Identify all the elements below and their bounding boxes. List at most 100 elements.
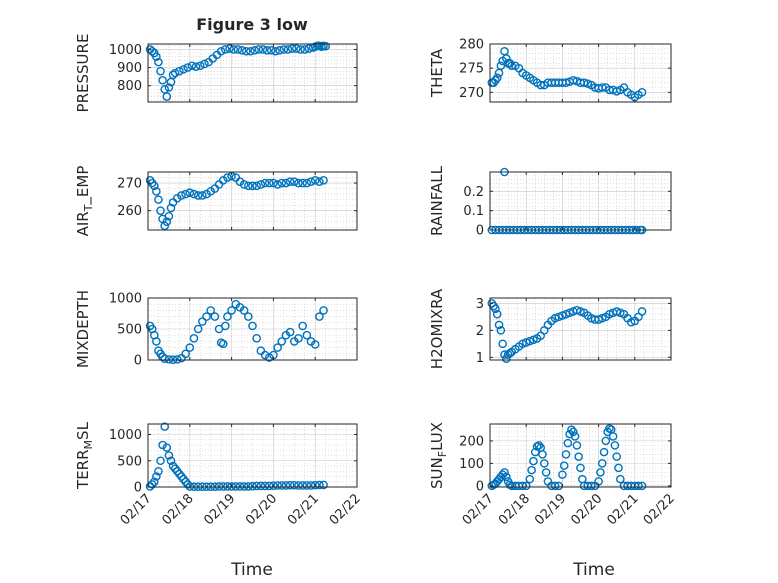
data-point	[302, 330, 312, 340]
data-point	[315, 480, 324, 490]
y-tick-label: 2	[476, 324, 484, 339]
x-tick-label: 02/17	[460, 491, 497, 528]
data-point	[218, 482, 228, 491]
y-axis-label: TERRMSL	[74, 421, 95, 490]
data-point	[264, 481, 274, 491]
data-point	[269, 178, 278, 188]
data-point	[298, 321, 307, 331]
data-point	[612, 452, 622, 461]
data-point	[498, 339, 507, 349]
data-point	[298, 178, 307, 188]
y-tick-label: 260	[117, 204, 142, 219]
data-point	[302, 178, 312, 188]
data-point	[241, 46, 251, 56]
data-point	[306, 481, 316, 490]
data-point	[225, 44, 234, 53]
y-axis-label: PRESSURE	[74, 34, 92, 113]
y-tick-label: 275	[459, 62, 484, 77]
data-point	[237, 46, 247, 55]
data-point	[244, 181, 253, 191]
axes-box	[489, 171, 672, 231]
data-point	[177, 472, 186, 481]
data-point	[315, 177, 324, 186]
data-point	[252, 333, 261, 343]
data-point	[319, 175, 328, 185]
x-tick-label: 02/21	[285, 491, 322, 528]
y-axis-label: RAINFALL	[428, 165, 446, 236]
data-point	[260, 350, 270, 360]
data-point	[264, 178, 274, 188]
data-point	[597, 459, 607, 468]
x-tick-label: 02/18	[496, 491, 533, 528]
data-point	[567, 425, 576, 434]
data-point	[181, 349, 190, 359]
data-point	[218, 339, 228, 349]
data-point	[181, 477, 190, 487]
subplot-1: 800 900 1000 PRESSURE	[74, 34, 358, 113]
data-point	[507, 61, 517, 71]
subplot-6: 1 2 3 H2OMIXRA	[428, 288, 672, 369]
data-point	[319, 306, 328, 315]
data-point	[568, 427, 578, 437]
data-point	[256, 180, 266, 189]
data-point	[262, 46, 272, 55]
data-point	[152, 337, 161, 346]
y-tick-label: 1000	[109, 43, 142, 58]
data-point	[233, 45, 243, 54]
data-point	[152, 52, 161, 61]
data-point	[637, 481, 647, 491]
data-point	[500, 46, 509, 56]
data-point	[505, 59, 515, 68]
y-tick-label: 0	[134, 481, 142, 496]
data-point	[505, 348, 515, 358]
data-point	[310, 340, 320, 349]
data-point	[559, 461, 569, 470]
data-point	[200, 59, 209, 69]
data-point	[160, 221, 170, 231]
axes-box	[147, 423, 358, 488]
data-point	[292, 44, 301, 53]
data-point	[300, 45, 310, 54]
data-point	[181, 189, 190, 199]
data-point	[227, 306, 236, 315]
data-point	[195, 61, 205, 71]
y-tick-label: 200	[459, 434, 484, 449]
y-tick-label: 1	[476, 351, 484, 366]
subplot-3: 260 270 AIRT_EMP	[74, 166, 358, 236]
data-point	[500, 350, 509, 359]
data-point	[166, 203, 176, 213]
data-point	[154, 57, 163, 67]
data-point	[156, 456, 165, 466]
data-point	[302, 481, 312, 490]
data-point	[246, 46, 255, 56]
data-point	[248, 181, 257, 191]
data-point	[273, 343, 282, 352]
data-point	[168, 461, 178, 471]
data-point	[558, 470, 567, 479]
data-point	[214, 482, 224, 491]
data-point	[550, 481, 560, 491]
data-point	[576, 463, 585, 473]
x-tick-label: 02/19	[532, 491, 569, 528]
data-point	[235, 482, 245, 491]
data-point	[294, 481, 303, 490]
data-point	[154, 195, 163, 204]
data-point	[492, 309, 502, 319]
data-point	[264, 353, 274, 362]
data-point	[614, 463, 623, 473]
data-point	[296, 45, 305, 54]
data-point	[287, 44, 297, 53]
data-point	[244, 312, 253, 321]
data-point	[162, 217, 172, 227]
data-point	[166, 456, 176, 466]
data-point	[229, 45, 238, 54]
data-point	[175, 469, 184, 479]
data-point	[160, 354, 170, 364]
data-point	[172, 466, 182, 476]
data-point	[239, 482, 249, 491]
data-point	[239, 180, 249, 189]
data-point	[277, 178, 287, 188]
data-point	[321, 41, 330, 51]
data-point	[281, 481, 291, 490]
subplot-2: 270 275 280 THETA	[428, 38, 672, 103]
